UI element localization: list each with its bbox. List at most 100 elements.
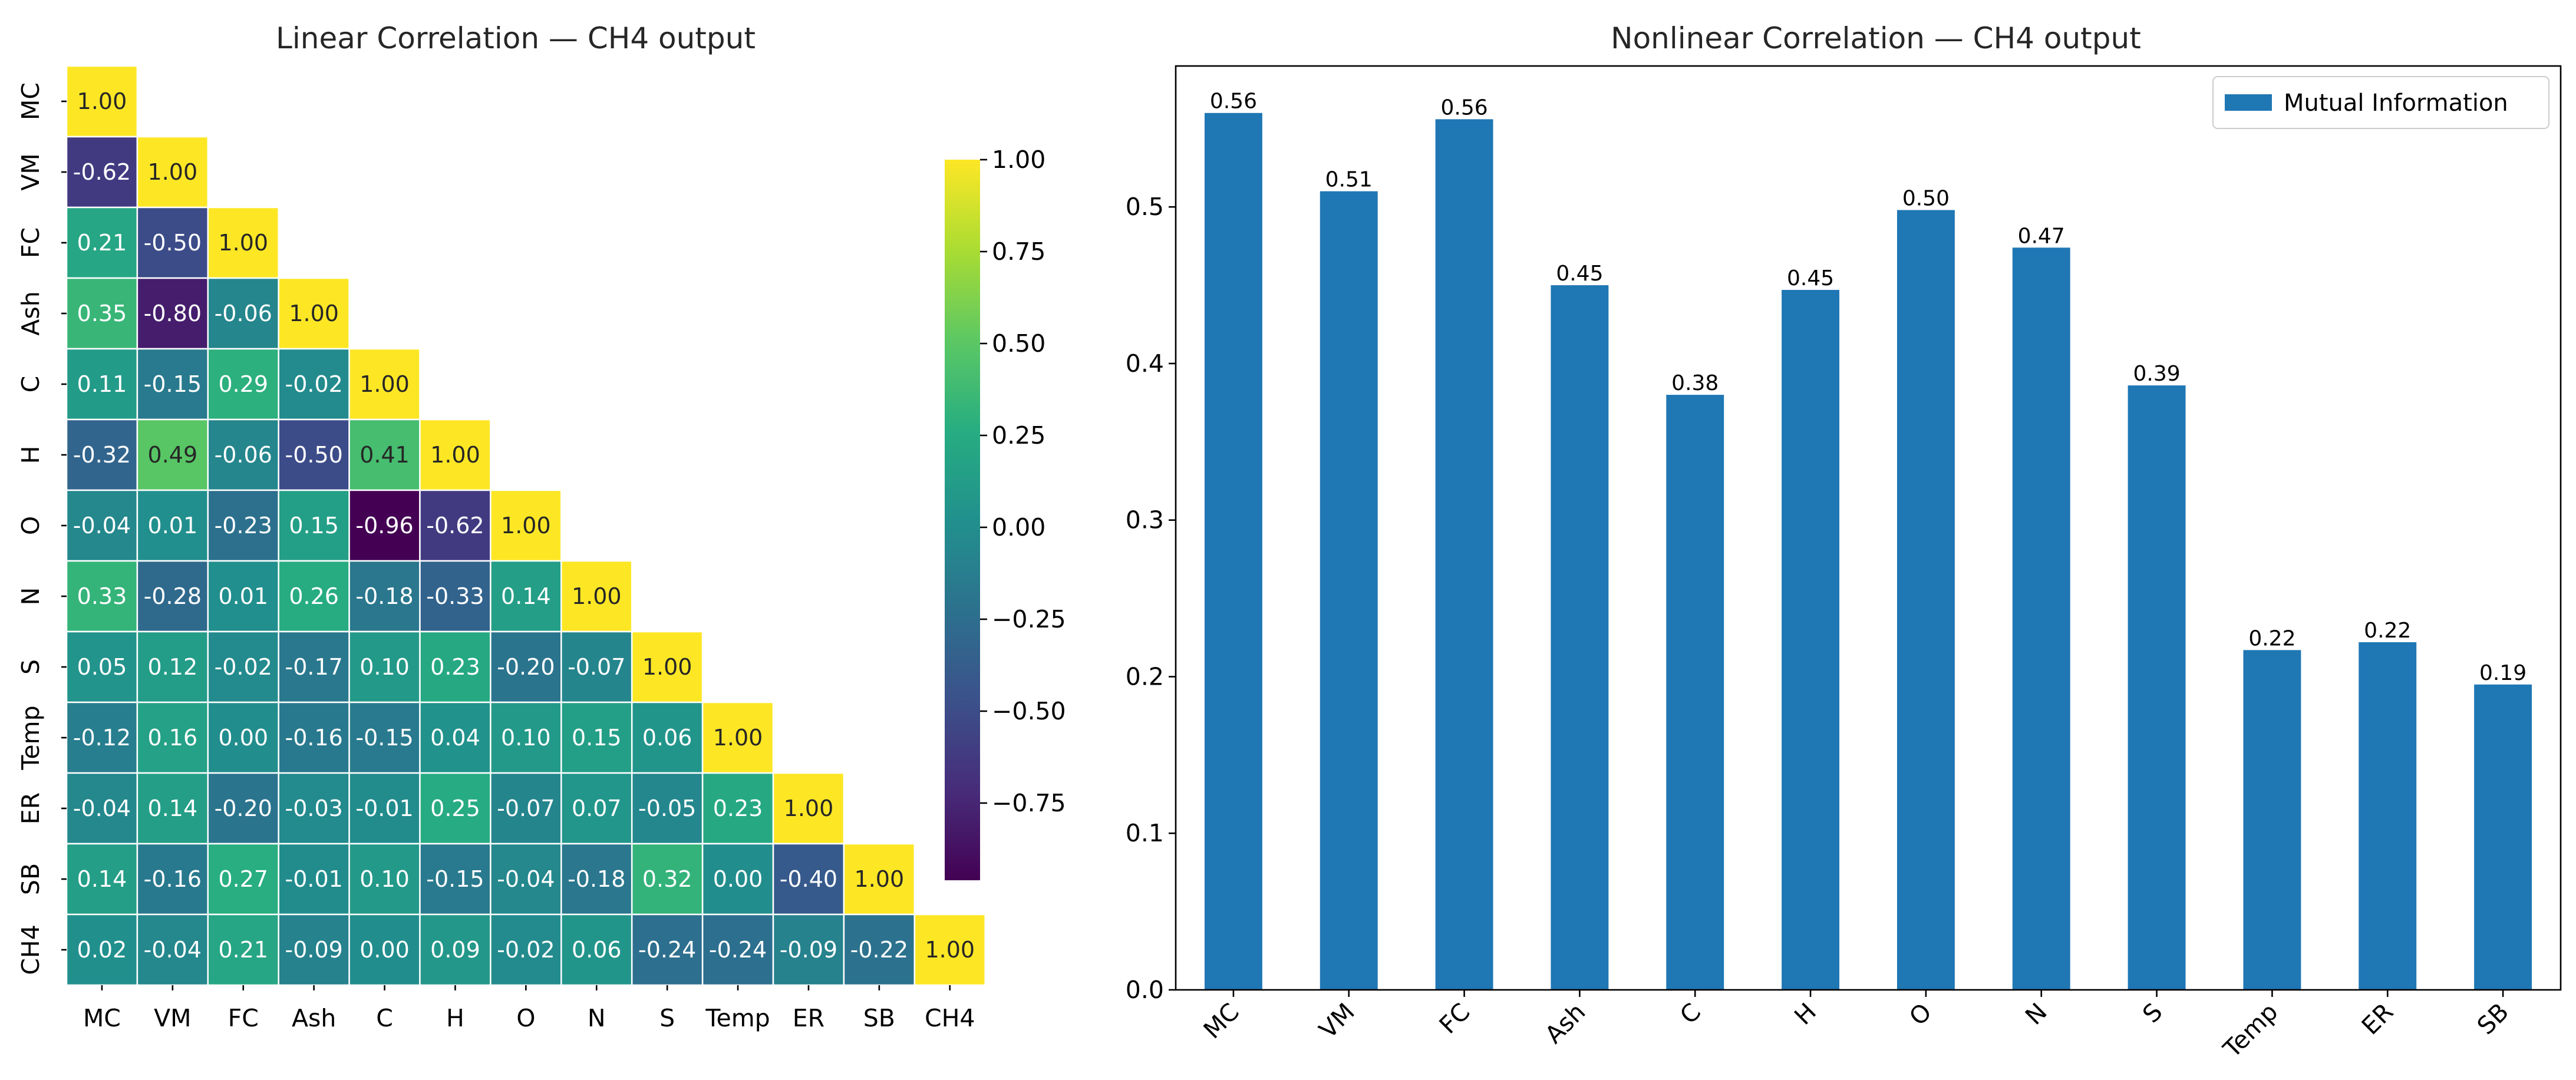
bar-x-tick-label: VM xyxy=(1314,998,1360,1044)
heatmap-cell xyxy=(560,701,633,774)
legend-swatch xyxy=(2225,94,2272,111)
legend: Mutual Information xyxy=(2212,76,2549,129)
heatmap-cell xyxy=(348,913,421,986)
heatmap-cell-label: 0.05 xyxy=(77,654,127,680)
heatmap-cell-label: 1.00 xyxy=(784,795,834,821)
heatmap-cell xyxy=(136,843,209,916)
heatmap-cell xyxy=(419,418,492,491)
heatmap-cell-label: -0.01 xyxy=(285,866,342,892)
bar-x-tick-label: Ash xyxy=(1539,998,1591,1049)
heatmap-cell-label: 0.16 xyxy=(148,725,198,751)
heatmap-cell-label: 0.32 xyxy=(642,866,692,892)
heatmap-y-tick-label: H xyxy=(17,446,45,464)
heatmap-y-tick-label: Temp xyxy=(17,705,45,770)
heatmap-cell xyxy=(348,701,421,774)
heatmap-cell xyxy=(65,630,138,704)
bar-value-label: 0.56 xyxy=(1441,95,1488,120)
heatmap-cell xyxy=(772,913,845,986)
heatmap-cell xyxy=(136,277,209,350)
heatmap-cell xyxy=(207,630,279,704)
heatmap-cell-label: 1.00 xyxy=(148,159,198,185)
heatmap-cell-label: 0.21 xyxy=(77,230,127,256)
heatmap-y-tick-label: O xyxy=(17,516,45,535)
heatmap-cell xyxy=(631,701,704,774)
heatmap-cell xyxy=(490,489,562,562)
heatmap-cell xyxy=(348,418,421,491)
heatmap-cell xyxy=(278,772,350,845)
bar-x-tick-label: C xyxy=(1674,998,1706,1029)
heatmap-cell-label: -0.33 xyxy=(426,583,484,609)
heatmap-cell xyxy=(207,701,279,774)
heatmap-cell xyxy=(65,913,138,986)
heatmap-cell xyxy=(278,277,350,350)
heatmap-y-tick-label: S xyxy=(17,659,45,675)
bar-y-tick-label: 0.2 xyxy=(1126,662,1164,691)
colorbar-tick-label: −0.75 xyxy=(992,789,1066,817)
heatmap-cell xyxy=(65,65,138,138)
bar xyxy=(2128,385,2186,990)
heatmap-cell-label: 0.00 xyxy=(359,937,410,963)
colorbar-tick-label: −0.50 xyxy=(992,697,1066,725)
heatmap-cell xyxy=(278,418,350,491)
heatmap-y-tick-label: Ash xyxy=(17,291,45,335)
heatmap-cell-label: 0.11 xyxy=(77,371,127,397)
heatmap-cell-label: -0.15 xyxy=(144,371,202,397)
heatmap-cell-label: -0.62 xyxy=(426,513,484,539)
bar-x-tick-label: ER xyxy=(2356,998,2399,1040)
nonlinear-correlation-bar-chart: Nonlinear Correlation — CH4 output 0.560… xyxy=(1126,21,2562,1064)
colorbar-tick-label: 0.50 xyxy=(992,329,1045,358)
heatmap-cell-label: 1.00 xyxy=(77,88,127,114)
heatmap-cell-label: 0.01 xyxy=(148,513,198,539)
heatmap-cell xyxy=(701,843,774,916)
bar-x-tick-label: SB xyxy=(2472,998,2514,1040)
bar-value-label: 0.50 xyxy=(1902,187,1950,211)
colorbar-tick-label: 1.00 xyxy=(992,146,1045,174)
heatmap-cell-label: -0.22 xyxy=(850,937,908,963)
heatmap-cell-label: -0.02 xyxy=(215,654,272,680)
heatmap-x-tick-label: Ash xyxy=(292,1004,336,1032)
heatmap-cell-label: -0.15 xyxy=(355,725,413,751)
heatmap-y-tick-label: ER xyxy=(17,792,45,824)
heatmap-cell xyxy=(207,206,279,279)
heatmap-cell-label: 0.27 xyxy=(218,866,268,892)
heatmap-y-tick-label: C xyxy=(17,376,45,393)
bar xyxy=(1896,210,1955,990)
heatmap-cell xyxy=(65,772,138,845)
bar xyxy=(1435,119,1493,990)
colorbar-gradient xyxy=(945,160,980,880)
heatmap-cell-label: 0.10 xyxy=(359,654,410,680)
heatmap-x-tick-label: N xyxy=(588,1004,606,1032)
bar-value-labels: 0.56 0.51 0.56 0.45 0.38 0.45 0.50 0.47 0.39 0.22… xyxy=(1210,90,2526,685)
bar-x-tick-label: MC xyxy=(1198,998,1245,1044)
bar-value-label: 0.39 xyxy=(2133,362,2181,386)
bar-plot-frame xyxy=(1175,65,2562,991)
heatmap-x-tick-label: FC xyxy=(228,1004,259,1032)
bar-x-tick-label: S xyxy=(2137,998,2168,1028)
heatmap-y-tick-label: N xyxy=(17,587,45,606)
heatmap-cell-label: -0.16 xyxy=(285,725,342,751)
heatmap-cell-label: 0.06 xyxy=(572,937,622,963)
bar-y-axis: 0.0 0.1 0.2 0.3 0.4 0.5 xyxy=(1126,193,1176,1004)
linear-correlation-heatmap: Linear Correlation — CH4 output 1.00 -0.6… xyxy=(17,21,1066,1032)
heatmap-x-tick-label: VM xyxy=(154,1004,191,1032)
heatmap-cell-label: 0.49 xyxy=(148,442,198,468)
bar-y-tick-label: 0.3 xyxy=(1126,506,1164,534)
heatmap-cell-label: -0.32 xyxy=(73,442,131,468)
heatmap-cell xyxy=(65,701,138,774)
heatmap-cell-label: 1.00 xyxy=(855,866,905,892)
bar-x-tick-label: O xyxy=(1904,998,1937,1031)
heatmap-cell-label: -0.50 xyxy=(285,442,342,468)
heatmap-cell-label: 0.15 xyxy=(572,725,622,751)
heatmap-cell xyxy=(560,843,633,916)
heatmap-cell-label: -0.50 xyxy=(144,230,202,256)
colorbar-tick-label: 0.00 xyxy=(992,513,1045,541)
heatmap-cell xyxy=(65,560,138,633)
heatmap-cell-label: -0.07 xyxy=(497,795,555,821)
heatmap-cell xyxy=(207,843,279,916)
heatmap-cell xyxy=(136,348,209,421)
heatmap-cell xyxy=(278,630,350,704)
heatmap-x-tick-label: CH4 xyxy=(925,1004,975,1032)
heatmap-cell xyxy=(419,630,492,704)
heatmap-x-tick-labels: MC VM FC Ash C H O N S Temp ER SB CH4 xyxy=(83,985,975,1032)
